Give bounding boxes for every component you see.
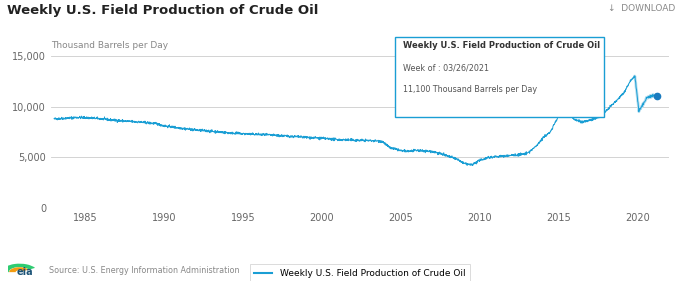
Legend: Weekly U.S. Field Production of Crude Oil: Weekly U.S. Field Production of Crude Oi… <box>250 264 470 281</box>
Text: Week of : 03/26/2021: Week of : 03/26/2021 <box>403 63 490 72</box>
Text: 11,100 Thousand Barrels per Day: 11,100 Thousand Barrels per Day <box>403 85 538 94</box>
Text: Thousand Barrels per Day: Thousand Barrels per Day <box>51 41 168 50</box>
Text: eia: eia <box>16 267 33 277</box>
Text: Weekly U.S. Field Production of Crude Oil: Weekly U.S. Field Production of Crude Oi… <box>7 4 318 17</box>
Text: ↓  DOWNLOAD: ↓ DOWNLOAD <box>608 4 676 13</box>
Wedge shape <box>9 267 29 272</box>
Text: Weekly U.S. Field Production of Crude Oil: Weekly U.S. Field Production of Crude Oi… <box>403 41 600 50</box>
Wedge shape <box>1 264 35 272</box>
Text: Source: U.S. Energy Information Administration: Source: U.S. Energy Information Administ… <box>49 266 240 275</box>
